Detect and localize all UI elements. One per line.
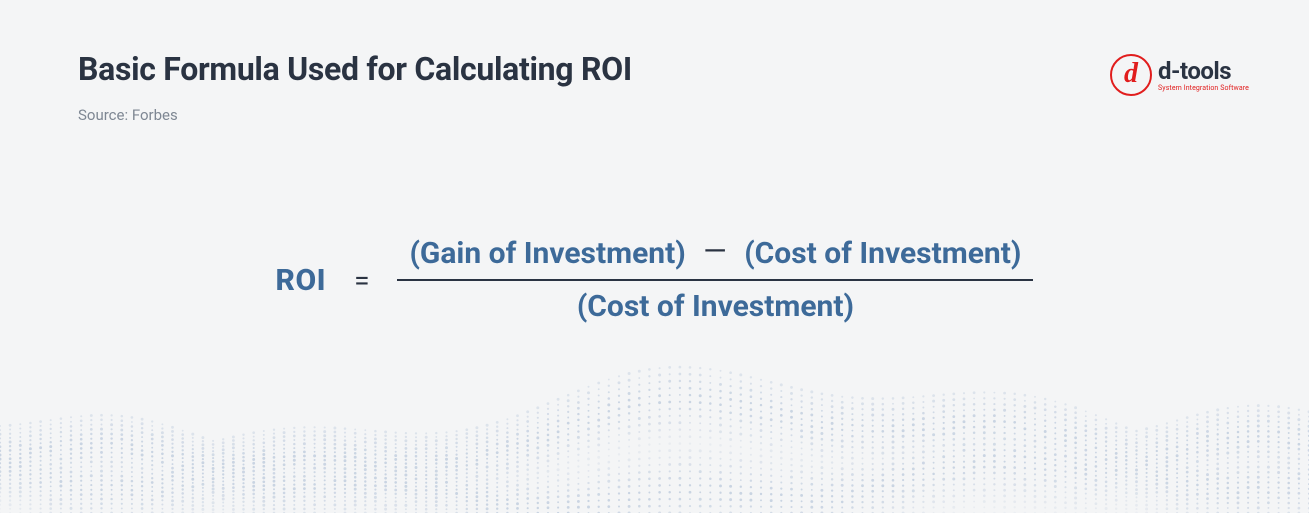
logo-ring-icon: d	[1110, 54, 1152, 96]
title-block: Basic Formula Used for Calculating ROI S…	[78, 50, 632, 124]
denominator: (Cost of Investment)	[565, 281, 866, 332]
formula-lhs: ROI	[276, 263, 327, 298]
wave-dots-background	[0, 333, 1309, 513]
page-title: Basic Formula Used for Calculating ROI	[78, 50, 632, 88]
logo-letter: d	[1124, 60, 1138, 88]
numerator-left: (Gain of Investment)	[409, 236, 685, 271]
equals-sign: =	[354, 264, 369, 297]
header: Basic Formula Used for Calculating ROI S…	[78, 50, 1249, 124]
roi-formula: ROI = (Gain of Investment) — (Cost of In…	[0, 228, 1309, 332]
logo-tagline: System Integration Software	[1158, 85, 1249, 92]
logo-text: d-tools System Integration Software	[1158, 59, 1249, 92]
logo-name: d-tools	[1158, 59, 1249, 83]
brand-logo: d d-tools System Integration Software	[1110, 54, 1249, 96]
fraction: (Gain of Investment) — (Cost of Investme…	[397, 228, 1033, 332]
numerator-right: (Cost of Investment)	[744, 236, 1021, 271]
minus-sign: —	[703, 234, 726, 269]
numerator: (Gain of Investment) — (Cost of Investme…	[397, 228, 1033, 279]
source-label: Source: Forbes	[78, 106, 632, 124]
